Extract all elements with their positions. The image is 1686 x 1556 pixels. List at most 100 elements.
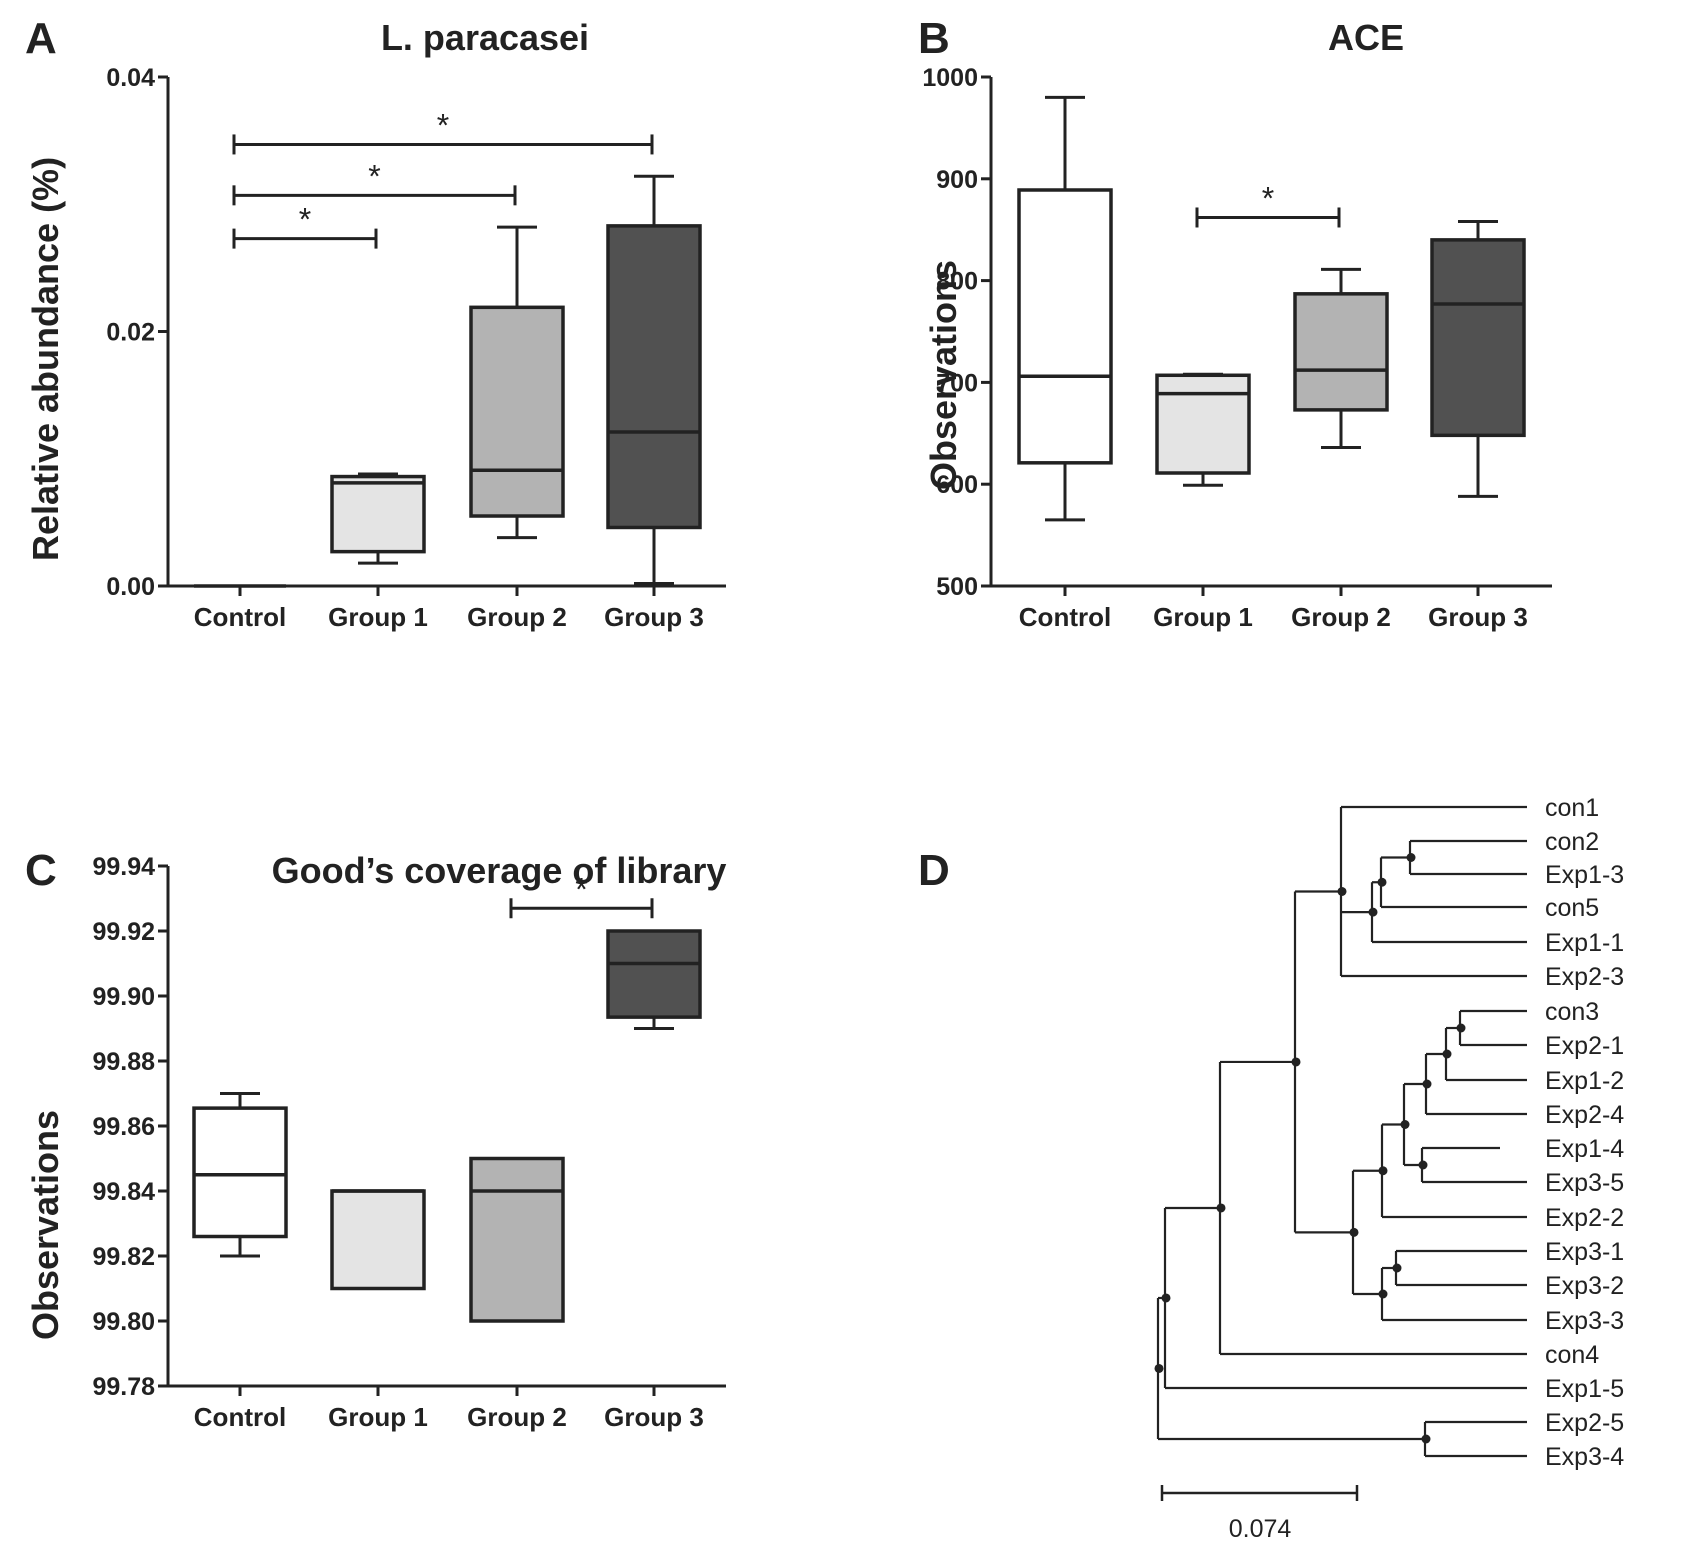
y-tick-label: 800 (936, 268, 978, 296)
y-tick-label: 99.86 (92, 1113, 155, 1141)
tree-leaf-label: Exp1-1 (1545, 929, 1624, 957)
x-tick-label: Group 3 (1428, 602, 1528, 632)
box-body (192, 1106, 288, 1239)
box-body (1017, 188, 1113, 465)
tree-leaf-label: Exp3-4 (1545, 1443, 1624, 1471)
tree-leaf-label: Exp1-4 (1545, 1135, 1624, 1163)
box-control (1017, 95, 1113, 522)
tree-node (1377, 877, 1387, 887)
panel-label-b: B (918, 14, 950, 63)
box-body (469, 305, 565, 518)
x-tick-label: Group 1 (328, 602, 428, 632)
tree-node (1378, 1166, 1388, 1176)
x-tick-label: Group 1 (1153, 602, 1253, 632)
x-tick-label: Control (194, 1402, 286, 1432)
tree-leaf-label: Exp3-5 (1545, 1169, 1624, 1197)
tree-leaf-label: Exp2-5 (1545, 1409, 1624, 1437)
tree-node (1161, 1293, 1171, 1303)
box-body (469, 1156, 565, 1323)
tree-node (1400, 1120, 1410, 1129)
box-group-1 (330, 1189, 426, 1291)
box-body (1155, 373, 1251, 475)
significance-star: * (368, 158, 380, 194)
y-tick-label: 99.92 (92, 918, 155, 946)
y-tick-label: 700 (936, 369, 978, 397)
tree-leaf-label: con2 (1545, 828, 1599, 856)
box-group-3 (1430, 220, 1526, 498)
significance-star: * (299, 202, 311, 238)
tree-leaf-label: con3 (1545, 998, 1599, 1026)
x-tick-label: Control (1019, 602, 1111, 632)
panel-b-title: ACE (1328, 17, 1404, 58)
y-tick-label: 99.88 (92, 1048, 155, 1076)
y-tick-label: 99.78 (92, 1373, 155, 1401)
x-tick-label: Group 2 (467, 1402, 567, 1432)
panel-a-y-axis-label: Relative abundance (%) (25, 157, 66, 561)
tree-leaf-label: Exp2-2 (1545, 1204, 1624, 1232)
y-tick-label: 1000 (922, 64, 978, 92)
y-tick-label: 0.04 (106, 64, 155, 92)
y-tick-label: 99.84 (92, 1178, 155, 1206)
tree-node (1349, 1227, 1359, 1237)
y-tick-label: 0.00 (106, 573, 155, 601)
tree-leaf-label: con1 (1545, 794, 1599, 822)
box-body (606, 224, 702, 530)
tree-node (1418, 1160, 1428, 1170)
tree-leaf-label: Exp2-3 (1545, 963, 1624, 991)
tree-leaf-label: Exp3-3 (1545, 1307, 1624, 1335)
tree-node (1291, 1057, 1301, 1067)
box-group-1 (1155, 372, 1251, 487)
y-tick-label: 99.90 (92, 983, 155, 1011)
tree-leaf-label: Exp3-1 (1545, 1238, 1624, 1266)
tree-node (1456, 1023, 1466, 1033)
panel-label-a: A (25, 14, 57, 63)
panel-label-d: D (918, 846, 950, 895)
tree-node (1368, 907, 1378, 917)
tree-leaf-label: Exp1-3 (1545, 861, 1624, 889)
tree-node (1421, 1434, 1431, 1444)
y-tick-label: 99.80 (92, 1308, 155, 1336)
panel-a: A L. paracasei Relative abundance (%) 0.… (25, 14, 726, 632)
panel-c-y-axis-label: Observations (25, 1110, 66, 1340)
x-tick-label: Group 3 (604, 1402, 704, 1432)
panel-label-c: C (25, 846, 57, 895)
box-body (1293, 292, 1389, 412)
y-tick-label: 99.82 (92, 1243, 155, 1271)
box-group-3 (606, 929, 702, 1030)
tree-leaf-label: con4 (1545, 1341, 1599, 1369)
box-body (330, 1189, 426, 1291)
significance-star: * (1262, 180, 1274, 216)
tree-node (1422, 1079, 1432, 1089)
panel-c-title: Good’s coverage of library (272, 850, 727, 891)
tree-node (1392, 1263, 1402, 1273)
panel-d: D con1 con2 Exp1-3 con5 Exp1-1 Exp2-3 con3 Exp2… (918, 794, 1624, 1543)
tree-leaf-label: Exp1-5 (1545, 1375, 1624, 1403)
tree-node (1378, 1289, 1388, 1299)
tree-node (1442, 1049, 1452, 1059)
panel-c: C Good’s coverage of library Observation… (25, 846, 726, 1432)
y-tick-label: 500 (936, 573, 978, 601)
box-body (1430, 238, 1526, 438)
box-group-3 (606, 174, 702, 585)
y-tick-label: 900 (936, 166, 978, 194)
box-control (192, 1092, 288, 1258)
tree-leaf-label: Exp2-4 (1545, 1101, 1624, 1129)
box-body (606, 929, 702, 1019)
panel-a-title: L. paracasei (381, 17, 589, 58)
x-tick-label: Group 1 (328, 1402, 428, 1432)
box-group-1 (330, 472, 426, 565)
y-tick-label: 600 (936, 471, 978, 499)
significance-star: * (575, 871, 587, 907)
tree-node (1154, 1363, 1164, 1373)
box-group-2 (469, 1156, 565, 1323)
panel-b: B ACE Observations 500 600 700 800 900 1000 Co… (918, 14, 1552, 632)
y-tick-label: 0.02 (106, 319, 155, 347)
panel-b-y-axis-label: Observations (923, 260, 964, 490)
x-tick-label: Group 2 (467, 602, 567, 632)
x-tick-label: Control (194, 602, 286, 632)
scale-bar-label: 0.074 (1229, 1515, 1292, 1543)
tree-leaf-label: con5 (1545, 894, 1599, 922)
x-tick-label: Group 3 (604, 602, 704, 632)
box-body (330, 474, 426, 554)
